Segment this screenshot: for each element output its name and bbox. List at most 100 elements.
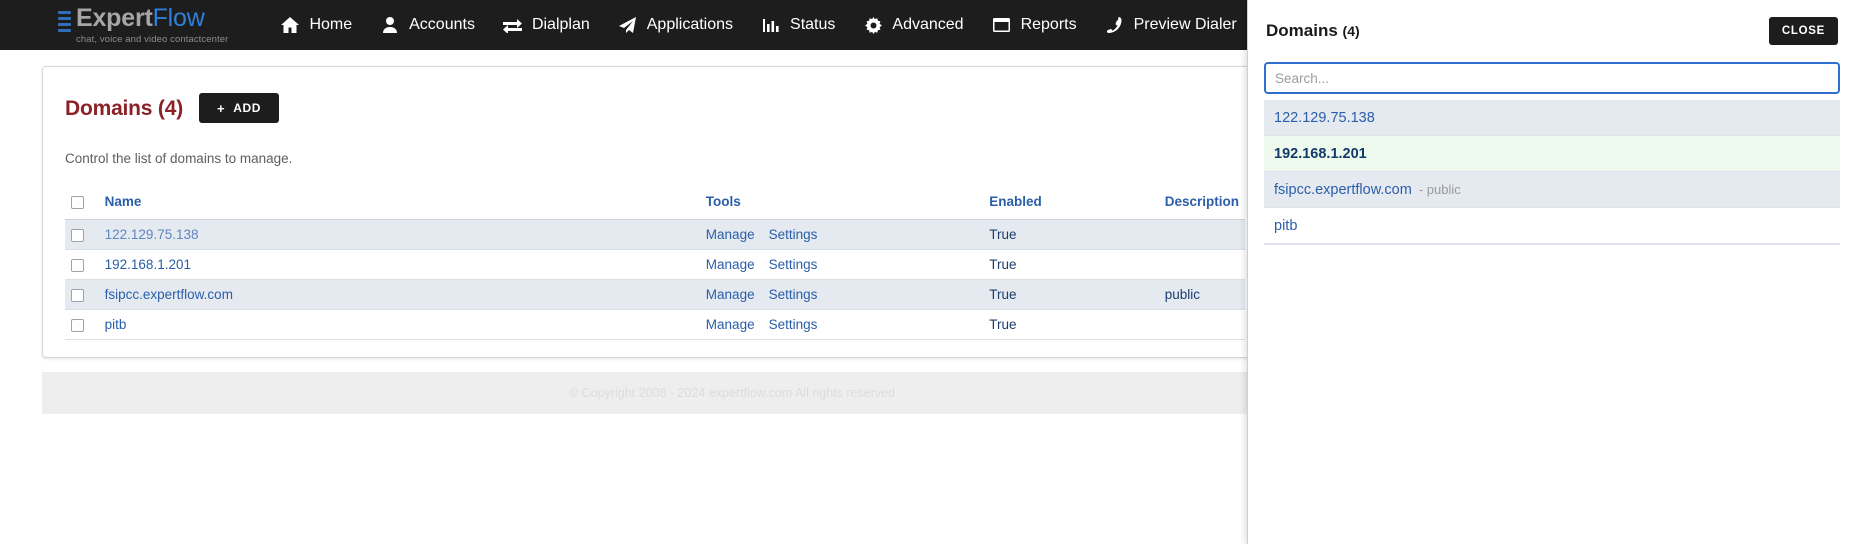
- domain-name-link[interactable]: pitb: [104, 317, 127, 332]
- paper-plane-icon: [618, 16, 638, 34]
- row-checkbox[interactable]: [71, 258, 84, 272]
- column-header-description[interactable]: Description: [1158, 186, 1245, 220]
- exchange-arrows-icon: [503, 16, 523, 34]
- domain-name-link[interactable]: 122.129.75.138: [104, 227, 199, 242]
- row-checkbox[interactable]: [71, 228, 84, 242]
- brand-name-part1: Expert: [76, 3, 153, 32]
- domains-drawer: Domains (4) CLOSE 122.129.75.138 192.168…: [1247, 0, 1856, 544]
- drawer-domain-list: 122.129.75.138 192.168.1.201 fsipcc.expe…: [1264, 100, 1840, 245]
- cell-description: [1158, 309, 1245, 340]
- column-header-enabled[interactable]: Enabled: [983, 186, 1159, 220]
- navbar-items: Home Accounts Dialplan Applications: [266, 16, 1250, 34]
- cell-description: [1158, 219, 1245, 250]
- row-checkbox-cell: [65, 279, 99, 310]
- cell-tools: Manage Settings: [699, 279, 984, 310]
- manage-link[interactable]: Manage: [705, 317, 755, 332]
- settings-link[interactable]: Settings: [768, 287, 818, 302]
- table-body: 122.129.75.138 Manage Settings True 192.1…: [65, 219, 1245, 340]
- close-button[interactable]: CLOSE: [1768, 17, 1838, 45]
- plus-icon: +: [216, 100, 226, 116]
- drawer-header: Domains (4) CLOSE: [1264, 0, 1840, 62]
- select-all-header: [65, 186, 99, 220]
- manage-link[interactable]: Manage: [705, 227, 755, 242]
- cell-enabled: True: [983, 219, 1159, 250]
- table-row[interactable]: pitb Manage Settings True: [65, 309, 1245, 340]
- domain-name-link[interactable]: fsipcc.expertflow.com: [104, 287, 233, 302]
- nav-item-label: Advanced: [892, 16, 964, 33]
- nav-item-applications[interactable]: Applications: [604, 16, 747, 34]
- domain-name-link[interactable]: 192.168.1.201: [104, 257, 191, 272]
- nav-item-dialplan[interactable]: Dialplan: [489, 16, 604, 34]
- cell-tools: Manage Settings: [699, 219, 984, 250]
- manage-link[interactable]: Manage: [705, 287, 755, 302]
- add-button[interactable]: + ADD: [198, 93, 279, 123]
- column-header-tools[interactable]: Tools: [699, 186, 984, 220]
- drawer-list-item-active[interactable]: 192.168.1.201: [1264, 136, 1840, 172]
- add-button-label: ADD: [233, 101, 261, 115]
- page-body: Domains (4) + ADD Control the list of do…: [0, 50, 1422, 544]
- drawer-title: Domains (4): [1266, 21, 1360, 41]
- gear-icon: [863, 16, 883, 34]
- settings-link[interactable]: Settings: [768, 317, 818, 332]
- drawer-item-label: 122.129.75.138: [1274, 109, 1375, 126]
- nav-item-preview-dialer[interactable]: Preview Dialer: [1091, 16, 1251, 34]
- select-all-checkbox[interactable]: [71, 195, 84, 209]
- card-description: Control the list of domains to manage.: [65, 151, 293, 166]
- cell-tools: Manage Settings: [699, 249, 984, 280]
- nav-item-label: Reports: [1020, 16, 1077, 33]
- cell-name: pitb: [98, 309, 700, 340]
- cell-description: [1158, 249, 1245, 280]
- drawer-title-count: (4): [1342, 23, 1360, 39]
- cell-name: 192.168.1.201: [98, 249, 700, 280]
- window-icon: [992, 16, 1012, 34]
- cell-name: 122.129.75.138: [98, 219, 700, 250]
- brand-tagline: chat, voice and video contactcenter: [76, 33, 229, 45]
- table-row[interactable]: 122.129.75.138 Manage Settings True: [65, 219, 1245, 250]
- brand-logo[interactable]: ExpertFlow chat, voice and video contact…: [58, 3, 229, 45]
- column-header-name[interactable]: Name: [98, 186, 700, 220]
- row-checkbox-cell: [65, 309, 99, 340]
- cell-enabled: True: [983, 249, 1159, 280]
- nav-item-home[interactable]: Home: [266, 16, 366, 34]
- page-footer: © Copyright 2008 - 2024 expertflow.com A…: [42, 372, 1422, 414]
- domains-table: Name Tools Enabled Description 122.129.7…: [65, 186, 1245, 340]
- home-icon: [280, 16, 300, 34]
- row-checkbox-cell: [65, 249, 99, 280]
- nav-item-label: Preview Dialer: [1133, 16, 1237, 33]
- bar-chart-icon: [761, 16, 781, 34]
- phone-icon: [1105, 16, 1125, 34]
- user-icon: [380, 16, 400, 34]
- page-title: Domains (4): [65, 97, 183, 120]
- cell-description: public: [1158, 279, 1245, 310]
- nav-item-reports[interactable]: Reports: [978, 16, 1091, 34]
- copyright-text: © Copyright 2008 - 2024 expertflow.com A…: [568, 386, 896, 400]
- row-checkbox-cell: [65, 219, 99, 250]
- domains-card: Domains (4) + ADD Control the list of do…: [42, 66, 1422, 358]
- drawer-item-label: 192.168.1.201: [1274, 145, 1367, 162]
- table-row[interactable]: fsipcc.expertflow.com Manage Settings Tru…: [65, 279, 1245, 310]
- manage-link[interactable]: Manage: [705, 257, 755, 272]
- nav-item-label: Applications: [646, 16, 734, 33]
- table-row[interactable]: 192.168.1.201 Manage Settings True: [65, 249, 1245, 280]
- nav-item-status[interactable]: Status: [747, 16, 849, 34]
- settings-link[interactable]: Settings: [768, 227, 818, 242]
- nav-item-accounts[interactable]: Accounts: [366, 16, 489, 34]
- nav-item-label: Dialplan: [531, 16, 590, 33]
- drawer-list-item[interactable]: 122.129.75.138: [1264, 100, 1840, 136]
- drawer-title-main: Domains: [1266, 21, 1338, 40]
- row-checkbox[interactable]: [71, 288, 84, 302]
- drawer-item-label: pitb: [1274, 217, 1298, 234]
- nav-item-label: Home: [309, 16, 353, 33]
- row-checkbox[interactable]: [71, 318, 84, 332]
- nav-item-label: Status: [790, 16, 836, 33]
- settings-link[interactable]: Settings: [768, 257, 818, 272]
- drawer-list-item[interactable]: fsipcc.expertflow.com - public: [1264, 172, 1840, 208]
- nav-item-label: Accounts: [409, 16, 475, 33]
- drawer-item-label: fsipcc.expertflow.com: [1274, 181, 1412, 198]
- drawer-list-item[interactable]: pitb: [1264, 208, 1840, 244]
- search-input[interactable]: [1264, 62, 1840, 94]
- cell-enabled: True: [983, 309, 1159, 340]
- cell-tools: Manage Settings: [699, 309, 984, 340]
- nav-item-advanced[interactable]: Advanced: [849, 16, 977, 34]
